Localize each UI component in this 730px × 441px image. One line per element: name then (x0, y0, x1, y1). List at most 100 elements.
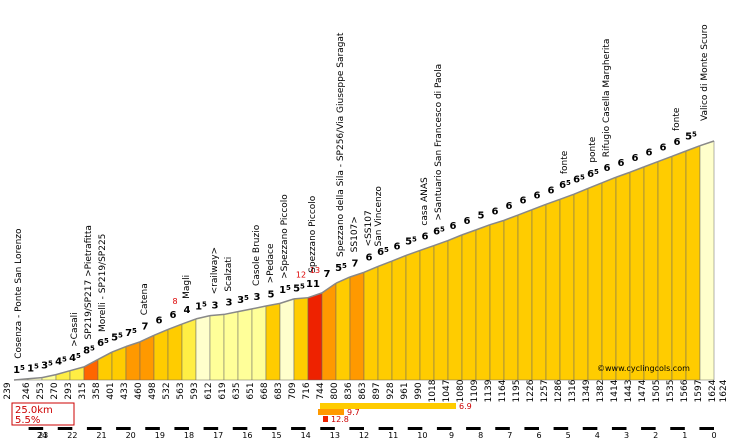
altitude-label: 1080 (456, 379, 466, 402)
altitude-label: 990 (414, 382, 424, 399)
distance-km-label: 12 (359, 431, 369, 440)
gradient-bars: 6.9 9.712.8 (318, 402, 472, 424)
altitude-label: 532 (162, 382, 172, 399)
place-label: Magli (182, 275, 192, 299)
gradient-label: 6 (618, 158, 625, 169)
gradient-label: 5 (268, 289, 275, 300)
profile-outline-segment (349, 271, 365, 278)
place-label: >Santuario San Francesco di Paola (434, 64, 444, 221)
profile-segment (195, 315, 211, 381)
distance-km-label: 24 (37, 431, 47, 440)
profile-segment (573, 188, 589, 381)
altitude-label: 1414 (610, 379, 620, 402)
profile-segment (167, 323, 183, 381)
gradient-label: 6 (660, 142, 667, 153)
altitude-label: 1109 (470, 379, 480, 402)
distance-km-label: 8 (478, 431, 483, 440)
altitude-label: 358 (92, 382, 102, 399)
distance-km-label: 19 (155, 431, 165, 440)
distance-axis-tick (655, 427, 671, 430)
altitude-label: 1316 (568, 379, 578, 402)
gradient-label: 6 (156, 315, 163, 326)
profile-segment (209, 314, 225, 381)
distance-axis-tick (568, 427, 583, 430)
profile-outline-segment (615, 171, 631, 178)
distance-km-label: 14 (301, 431, 311, 440)
distance-km-label: 17 (213, 431, 223, 440)
altitude-label: 1286 (554, 379, 564, 402)
distance-km-label: 20 (126, 431, 136, 440)
gradient-label: 45 (69, 352, 81, 364)
altitude-label: 593 (190, 382, 200, 399)
altitude-label: 612 (204, 382, 214, 399)
end-altitude-label: 1624 (719, 379, 729, 402)
distance-axis-tick (334, 427, 350, 430)
gradient-label: 55 (685, 131, 697, 143)
profile-outline-segment (167, 323, 183, 331)
profile-outline-segment (559, 193, 575, 201)
altitude-label: 563 (176, 382, 186, 399)
distance-axis-tick (626, 427, 642, 430)
profile-outline-segment (475, 223, 491, 231)
profile-segment (699, 140, 715, 381)
distance-km-label: 16 (242, 431, 252, 440)
gradient-label: 35 (41, 360, 53, 372)
profile-segment (475, 224, 491, 381)
profile-segment (251, 305, 267, 381)
distance-km-label: 4 (595, 431, 600, 440)
profile-outline-segment (265, 302, 281, 307)
distance-km-label: 3 (624, 431, 629, 440)
altitude-label: 270 (50, 382, 60, 399)
distance-km-label: 1 (682, 431, 687, 440)
place-label: Spezzano Piccolo (308, 195, 318, 273)
distance-axis-tick (451, 427, 467, 430)
gradient-decimal: 5 (202, 301, 207, 309)
profile-outline-segment (671, 150, 687, 158)
profile-outline-segment (251, 305, 267, 310)
gradient-label: 6 (450, 221, 457, 232)
profile-segment (489, 220, 505, 381)
place-label: San Vincenzo (374, 186, 384, 247)
gradient-label: 5 (478, 211, 485, 222)
gradient-decimal: 5 (692, 131, 697, 139)
distance-axis-tick (130, 427, 146, 430)
gradient-label: 7 (352, 258, 359, 269)
gradient-decimal: 5 (244, 294, 249, 302)
gradient-decimal: 5 (104, 337, 109, 345)
distance-km-label: 13 (330, 431, 340, 440)
altitude-label: 1474 (638, 379, 648, 402)
altitude-label: 498 (148, 382, 158, 399)
profile-outline-segment (531, 203, 547, 211)
profile-segment (377, 260, 393, 381)
distance-km-label: 11 (388, 431, 398, 440)
gradient-label: 15 (13, 364, 25, 376)
gradient-decimal: 5 (566, 179, 571, 187)
gradient-label: 3 (226, 298, 233, 309)
place-label: SS107> (350, 216, 360, 252)
profile-outline-segment (237, 308, 253, 313)
place-label: casa ANAS (420, 177, 430, 226)
profile-segment (517, 209, 533, 381)
profile-outline-segment (209, 313, 225, 317)
profile-segment (657, 155, 673, 381)
altitude-label: 1443 (624, 380, 634, 403)
gradient-decimal: 5 (34, 363, 39, 371)
profile-outline-segment (377, 260, 393, 268)
profile-outline-segment (13, 378, 29, 381)
altitude-label: 1624 (708, 379, 718, 402)
gradient-decimal: 5 (342, 262, 347, 270)
place-label: fonte (672, 107, 682, 131)
max-gradient-label: 8 (172, 297, 177, 306)
place-label: Scalzati (224, 257, 234, 292)
altitude-label: 961 (400, 382, 410, 399)
profile-segment (559, 193, 575, 381)
profile-outline-segment (643, 160, 659, 168)
altitude-label: 651 (246, 382, 256, 399)
altitude-label: 1139 (484, 379, 494, 402)
distance-axis-tick (43, 427, 58, 430)
gradient-label: 3 (254, 292, 261, 303)
profile-outline-segment (489, 219, 505, 226)
gradient-label: 7 (324, 269, 331, 280)
gradient-bar (323, 416, 328, 422)
max-gradient-label: 13 (310, 266, 320, 275)
